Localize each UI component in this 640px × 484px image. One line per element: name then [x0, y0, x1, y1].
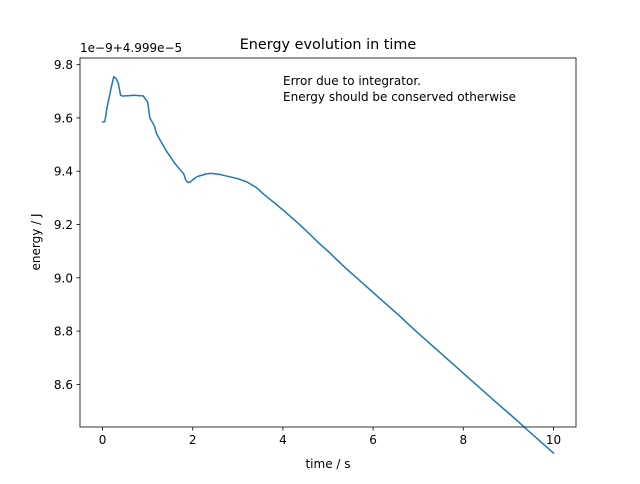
- y-tick-label: 9.4: [54, 165, 73, 179]
- y-tick-label: 9.8: [54, 58, 73, 72]
- x-tick-label: 10: [546, 433, 561, 447]
- y-tick-label: 8.8: [54, 325, 73, 339]
- x-tick-label: 0: [99, 433, 107, 447]
- annotation-line-1: Error due to integrator.: [283, 74, 421, 88]
- chart-title: Energy evolution in time: [240, 37, 417, 53]
- x-axis-label: time / s: [305, 457, 350, 471]
- x-tick-label: 8: [459, 433, 467, 447]
- axes-frame: [79, 57, 577, 428]
- plot-area: 0 2 4 6 8 10 8.6 8.8 9.0 9.2 9.4 9.6 9.8: [54, 57, 577, 455]
- y-tick-label: 9.0: [54, 271, 73, 285]
- annotation-line-2: Energy should be conserved otherwise: [283, 90, 516, 104]
- y-tick-label: 8.6: [54, 378, 73, 392]
- series-line-0: [101, 75, 555, 455]
- x-tick-label: 6: [369, 433, 377, 447]
- y-tick-label: 9.2: [54, 218, 73, 232]
- y-tick-label: 9.6: [54, 111, 73, 125]
- y-axis-label: energy / J: [29, 213, 43, 270]
- y-offset-label: 1e−9+4.999e−5: [80, 41, 182, 55]
- x-tick-label: 4: [279, 433, 287, 447]
- x-tick-label: 2: [189, 433, 197, 447]
